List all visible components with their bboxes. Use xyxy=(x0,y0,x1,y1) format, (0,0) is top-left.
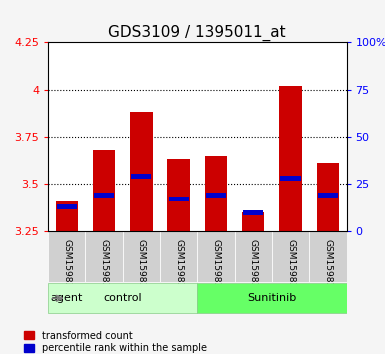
Bar xyxy=(55,201,78,231)
Bar xyxy=(130,112,152,231)
Title: GDS3109 / 1395011_at: GDS3109 / 1395011_at xyxy=(109,25,286,41)
FancyBboxPatch shape xyxy=(160,231,197,281)
Text: GSM159832: GSM159832 xyxy=(249,239,258,293)
Text: GSM159834: GSM159834 xyxy=(137,239,146,293)
Bar xyxy=(281,176,301,181)
Bar xyxy=(169,197,189,201)
Legend: transformed count, percentile rank within the sample: transformed count, percentile rank withi… xyxy=(24,331,207,353)
Text: GSM159838: GSM159838 xyxy=(323,239,332,294)
Text: control: control xyxy=(104,293,142,303)
Bar xyxy=(206,193,226,198)
Text: GSM159830: GSM159830 xyxy=(62,239,71,294)
FancyBboxPatch shape xyxy=(85,231,123,281)
Bar xyxy=(205,156,227,231)
Text: Sunitinib: Sunitinib xyxy=(247,293,296,303)
Bar xyxy=(167,160,190,231)
FancyBboxPatch shape xyxy=(197,231,234,281)
Text: agent: agent xyxy=(50,293,82,303)
Bar xyxy=(93,150,115,231)
Bar xyxy=(316,163,339,231)
Text: GSM159837: GSM159837 xyxy=(286,239,295,294)
FancyBboxPatch shape xyxy=(123,231,160,281)
Text: GSM159831: GSM159831 xyxy=(211,239,221,294)
Text: GSM159833: GSM159833 xyxy=(100,239,109,294)
Bar xyxy=(131,174,151,179)
FancyBboxPatch shape xyxy=(234,231,272,281)
FancyBboxPatch shape xyxy=(197,283,346,313)
Bar xyxy=(318,193,338,198)
Bar xyxy=(94,193,114,198)
Text: GSM159835: GSM159835 xyxy=(174,239,183,294)
FancyBboxPatch shape xyxy=(48,283,197,313)
FancyBboxPatch shape xyxy=(272,231,309,281)
FancyBboxPatch shape xyxy=(309,231,346,281)
Bar xyxy=(57,204,77,209)
Bar xyxy=(242,212,264,231)
Bar xyxy=(280,86,302,231)
Bar xyxy=(243,210,263,215)
FancyBboxPatch shape xyxy=(48,231,85,281)
